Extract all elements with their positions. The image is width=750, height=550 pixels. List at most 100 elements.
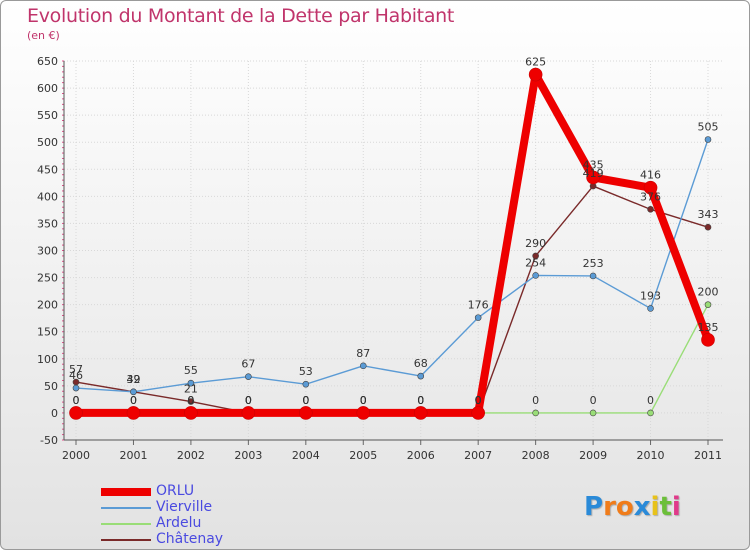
- logo-letter: t: [659, 492, 672, 522]
- data-label: 176: [468, 299, 489, 312]
- data-point: [413, 406, 428, 420]
- y-tick-label: 300: [37, 245, 58, 258]
- data-label: 0: [417, 394, 424, 407]
- data-point: [299, 406, 313, 420]
- data-label: 0: [360, 394, 367, 407]
- data-label: 0: [647, 394, 654, 407]
- logo-letter: P: [584, 492, 604, 522]
- legend-item: ORLU: [101, 483, 301, 500]
- x-tick-label: 2002: [177, 449, 205, 462]
- data-label: 55: [184, 364, 198, 377]
- data-point: [302, 380, 310, 388]
- logo-letter: r: [603, 492, 616, 522]
- data-point: [474, 314, 482, 321]
- y-tick-label: 150: [37, 326, 58, 339]
- data-point: [647, 409, 654, 417]
- data-label: 0: [302, 394, 309, 407]
- data-label: 57: [69, 363, 83, 376]
- data-label: 0: [532, 394, 539, 407]
- data-point: [72, 384, 80, 392]
- y-tick-label: 0: [51, 407, 58, 420]
- logo-letter: o: [615, 492, 634, 522]
- data-label: 0: [73, 394, 80, 407]
- data-point: [704, 301, 712, 308]
- x-tick-label: 2005: [349, 449, 377, 462]
- data-point: [532, 252, 539, 260]
- data-label: 290: [525, 237, 546, 250]
- data-label: 135: [698, 321, 719, 334]
- data-label: 0: [302, 394, 309, 407]
- data-label: 0: [245, 394, 252, 407]
- data-label: 53: [299, 365, 313, 378]
- data-point: [417, 372, 425, 380]
- data-label: 0: [130, 394, 137, 407]
- data-point: [701, 333, 715, 347]
- x-tick-label: 2006: [407, 449, 435, 462]
- data-point: [184, 406, 198, 420]
- legend-label: ORLU: [156, 483, 195, 499]
- data-point: [187, 379, 195, 387]
- legend-item: Ardelu: [101, 515, 301, 532]
- data-point: [647, 305, 654, 312]
- data-label: 625: [525, 56, 546, 69]
- data-label: 254: [525, 256, 546, 269]
- y-tick-label: 400: [37, 190, 58, 203]
- x-tick-label: 2004: [292, 449, 320, 462]
- data-point: [704, 136, 712, 143]
- data-label: 0: [590, 394, 597, 407]
- data-label: 200: [698, 286, 719, 299]
- data-point: [130, 388, 137, 396]
- legend-swatch: [101, 488, 151, 496]
- data-point: [647, 206, 654, 213]
- legend-swatch: [101, 539, 151, 541]
- data-point: [532, 409, 539, 417]
- data-point: [532, 272, 539, 279]
- data-point: [245, 373, 252, 380]
- y-tick-label: 200: [37, 299, 58, 312]
- proxiti-logo: Proxiti: [584, 492, 681, 522]
- data-point: [126, 406, 141, 420]
- data-label: 0: [187, 394, 194, 407]
- data-label: 0: [360, 394, 367, 407]
- data-label: 39: [126, 373, 140, 386]
- data-label: 0: [73, 394, 80, 407]
- data-label: 42: [126, 373, 140, 386]
- y-tick-label: 350: [37, 217, 58, 230]
- chart-title: Evolution du Montant de la Dette par Hab…: [27, 5, 455, 27]
- data-point: [356, 406, 371, 420]
- data-label: 416: [640, 169, 661, 182]
- legend-label: Vierville: [156, 499, 213, 515]
- y-tick-label: 600: [37, 82, 58, 95]
- y-tick-label: 450: [37, 163, 58, 176]
- series-line-châtenay: [75, 185, 709, 414]
- data-label: 0: [475, 394, 482, 407]
- x-tick-label: 2001: [119, 449, 147, 462]
- legend-swatch: [101, 507, 151, 509]
- logo-letter: x: [633, 492, 651, 522]
- data-label: 21: [184, 383, 198, 396]
- data-label: 68: [414, 357, 428, 370]
- data-point: [471, 406, 485, 420]
- data-label: 0: [417, 394, 424, 407]
- data-point: [589, 272, 597, 280]
- y-tick-label: 550: [37, 109, 58, 122]
- data-point: [69, 406, 83, 420]
- legend-item: Vierville: [101, 499, 301, 516]
- x-tick-label: 2009: [579, 449, 607, 462]
- data-point: [187, 398, 195, 405]
- y-tick-label: 50: [44, 380, 58, 393]
- y-tick-label: 500: [37, 136, 58, 149]
- series-line-orlu: [72, 70, 712, 417]
- logo-letter: i: [671, 492, 681, 522]
- data-label: 87: [356, 347, 370, 360]
- y-tick-label: 650: [37, 55, 58, 68]
- data-label: 193: [640, 289, 661, 302]
- data-label: 343: [698, 208, 719, 221]
- legend-label: Châtenay: [156, 531, 224, 547]
- x-tick-label: 2003: [234, 449, 262, 462]
- chart-subtitle: (en €): [27, 29, 60, 42]
- data-label: 67: [241, 358, 255, 371]
- data-label: 0: [360, 394, 367, 407]
